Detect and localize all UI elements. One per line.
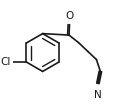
Text: Cl: Cl xyxy=(0,57,11,67)
Text: O: O xyxy=(65,11,74,21)
Text: N: N xyxy=(94,90,102,100)
